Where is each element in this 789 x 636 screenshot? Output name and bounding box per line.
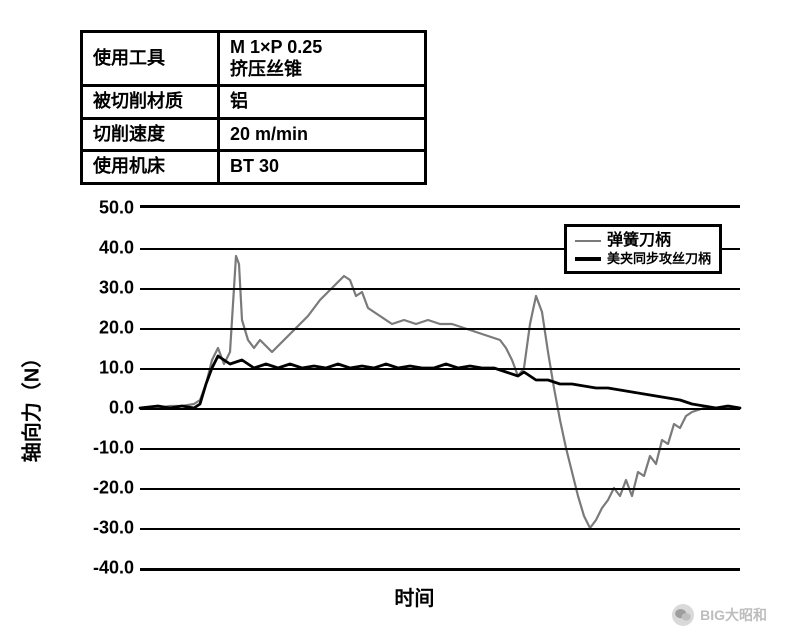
legend-label: 弹簧刀柄	[607, 231, 671, 251]
table-row: 切削速度20 m/min	[82, 118, 426, 151]
watermark: BIG大昭和	[672, 604, 767, 626]
param-label: 使用机床	[82, 151, 219, 184]
param-value: M 1×P 0.25 挤压丝锥	[219, 32, 426, 86]
legend-swatch	[575, 257, 601, 261]
y-tick-label: 40.0	[99, 237, 140, 258]
gridline	[140, 408, 740, 410]
table-row: 使用机床BT 30	[82, 151, 426, 184]
param-value: BT 30	[219, 151, 426, 184]
y-tick-label: 30.0	[99, 277, 140, 298]
legend-item: 美夹同步攻丝刀柄	[575, 251, 711, 267]
param-label: 使用工具	[82, 32, 219, 86]
param-value: 铝	[219, 86, 426, 119]
gridline	[140, 328, 740, 330]
legend-label: 美夹同步攻丝刀柄	[607, 251, 711, 267]
table-row: 使用工具M 1×P 0.25 挤压丝锥	[82, 32, 426, 86]
y-tick-label: 0.0	[109, 397, 140, 418]
page-root: 使用工具M 1×P 0.25 挤压丝锥被切削材质铝切削速度20 m/min使用机…	[0, 0, 789, 636]
param-label: 被切削材质	[82, 86, 219, 119]
gridline	[140, 528, 740, 530]
gridline	[140, 488, 740, 490]
y-tick-label: -10.0	[93, 437, 140, 458]
gridline	[140, 368, 740, 370]
y-tick-label: 20.0	[99, 317, 140, 338]
y-tick-label: 50.0	[99, 197, 140, 218]
y-tick-label: -40.0	[93, 557, 140, 578]
y-tick-label: -20.0	[93, 477, 140, 498]
plot-area: 弹簧刀柄美夹同步攻丝刀柄 50.040.030.020.010.00.0-10.…	[140, 205, 740, 571]
gridline	[140, 288, 740, 290]
legend-swatch	[575, 240, 601, 242]
table-row: 被切削材质铝	[82, 86, 426, 119]
legend: 弹簧刀柄美夹同步攻丝刀柄	[564, 224, 722, 274]
parameters-table: 使用工具M 1×P 0.25 挤压丝锥被切削材质铝切削速度20 m/min使用机…	[80, 30, 427, 185]
parameters-table-body: 使用工具M 1×P 0.25 挤压丝锥被切削材质铝切削速度20 m/min使用机…	[82, 32, 426, 184]
y-axis-label: 轴向力（N）	[16, 348, 45, 462]
x-axis-label: 时间	[394, 582, 434, 611]
legend-item: 弹簧刀柄	[575, 231, 711, 251]
y-tick-label: 10.0	[99, 357, 140, 378]
y-tick-label: -30.0	[93, 517, 140, 538]
gridline	[140, 448, 740, 450]
param-value: 20 m/min	[219, 118, 426, 151]
param-label: 切削速度	[82, 118, 219, 151]
watermark-text: BIG大昭和	[700, 605, 767, 625]
wechat-icon	[672, 604, 694, 626]
axial-force-chart: 轴向力（N） 弹簧刀柄美夹同步攻丝刀柄 50.040.030.020.010.0…	[40, 205, 760, 605]
series-line	[140, 356, 740, 408]
